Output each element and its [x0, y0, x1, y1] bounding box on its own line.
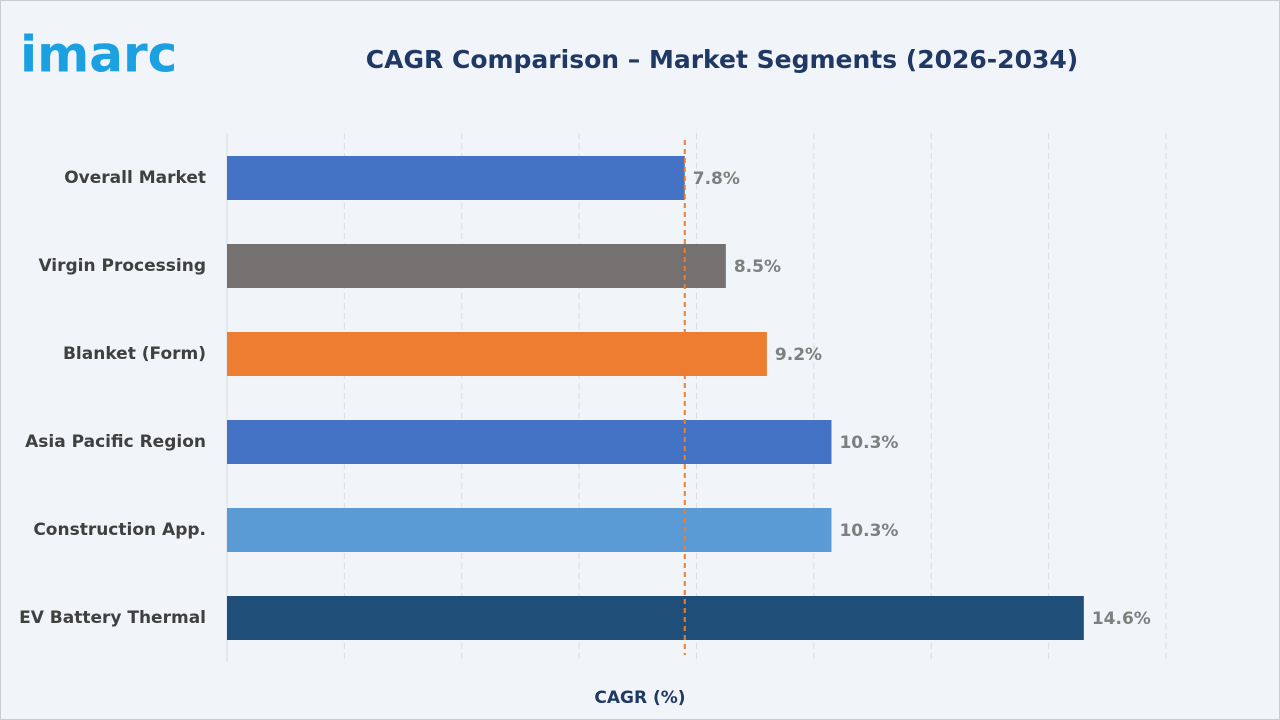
bar	[227, 332, 767, 376]
y-tick-label: EV Battery Thermal	[19, 608, 206, 628]
y-tick-label: Asia Pacific Region	[25, 432, 206, 452]
y-tick-label: Construction App.	[33, 520, 206, 540]
bar	[227, 244, 726, 288]
bar	[227, 508, 832, 552]
bar	[227, 596, 1084, 640]
value-label: 7.8%	[693, 169, 740, 189]
value-label: 14.6%	[1092, 609, 1151, 629]
value-label: 10.3%	[839, 521, 898, 541]
chart-title: CAGR Comparison – Market Segments (2026-…	[366, 45, 1078, 74]
y-tick-label: Blanket (Form)	[63, 344, 206, 364]
value-label: 10.3%	[839, 433, 898, 453]
x-axis-label: CAGR (%)	[594, 688, 685, 708]
value-label: 9.2%	[775, 345, 822, 365]
y-tick-label: Overall Market	[64, 168, 206, 188]
y-tick-label: Virgin Processing	[38, 256, 206, 276]
bar	[227, 156, 685, 200]
value-label: 8.5%	[734, 257, 781, 277]
bar	[227, 420, 832, 464]
logo: imarc	[20, 26, 177, 84]
